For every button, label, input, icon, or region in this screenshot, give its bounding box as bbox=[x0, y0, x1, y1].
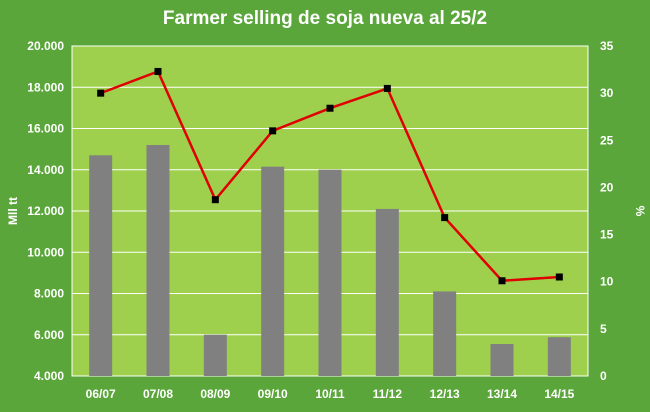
y2-tick-label: 20 bbox=[600, 180, 614, 194]
line-marker bbox=[97, 89, 105, 97]
x-tick-label: 13/14 bbox=[487, 387, 517, 401]
x-tick-label: 08/09 bbox=[200, 387, 230, 401]
x-tick-label: 07/08 bbox=[143, 387, 173, 401]
y2-tick-label: 10 bbox=[600, 275, 614, 289]
bar bbox=[146, 145, 170, 376]
y2-tick-label: 25 bbox=[600, 133, 614, 147]
line-marker bbox=[326, 104, 334, 112]
x-tick-label: 10/11 bbox=[315, 387, 345, 401]
y-tick-label: 6.000 bbox=[34, 328, 64, 342]
y-tick-label: 8.000 bbox=[34, 287, 64, 301]
y2-tick-label: 30 bbox=[600, 86, 614, 100]
x-tick-label: 14/15 bbox=[544, 387, 574, 401]
y2-tick-label: 5 bbox=[600, 322, 607, 336]
y2-tick-label: 35 bbox=[600, 39, 614, 53]
bar bbox=[261, 166, 285, 376]
chart-title: Farmer selling de soja nueva al 25/2 bbox=[162, 8, 488, 29]
plot-area: 4.000 6.000 8.000 10.000 12.000 14.000 16.000 1… bbox=[27, 39, 613, 401]
bar bbox=[89, 155, 113, 376]
y-tick-label: 14.000 bbox=[27, 163, 64, 177]
y-axis-label: Mll tt bbox=[6, 197, 20, 225]
line-marker bbox=[555, 273, 563, 281]
y2-axis-label: % bbox=[633, 206, 647, 217]
y2-tick-label: 15 bbox=[600, 228, 614, 242]
y-tick-label: 10.000 bbox=[27, 245, 64, 259]
bar bbox=[433, 291, 457, 376]
y2-tick-label: 0 bbox=[600, 369, 607, 383]
x-tick-label: 12/13 bbox=[430, 387, 460, 401]
line-marker bbox=[211, 196, 219, 204]
bar bbox=[547, 337, 571, 376]
y-tick-label: 12.000 bbox=[27, 204, 64, 218]
y-tick-label: 16.000 bbox=[27, 122, 64, 136]
bar bbox=[203, 334, 227, 376]
line-marker bbox=[383, 84, 391, 92]
line-marker bbox=[498, 277, 506, 285]
y-tick-label: 4.000 bbox=[34, 369, 64, 383]
y-tick-label: 18.000 bbox=[27, 80, 64, 94]
x-tick-label: 09/10 bbox=[258, 387, 288, 401]
bar bbox=[490, 344, 514, 376]
bar bbox=[375, 208, 399, 376]
y-tick-label: 20.000 bbox=[27, 39, 64, 53]
line-marker bbox=[269, 127, 277, 135]
line-marker bbox=[154, 67, 162, 75]
bar bbox=[318, 169, 342, 376]
x-tick-label: 11/12 bbox=[373, 387, 403, 401]
x-tick-label: 06/07 bbox=[86, 387, 116, 401]
line-marker bbox=[441, 214, 449, 222]
